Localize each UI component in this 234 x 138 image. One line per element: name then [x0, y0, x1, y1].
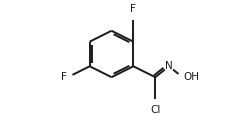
Text: F: F: [131, 4, 136, 14]
Text: F: F: [61, 72, 67, 82]
Text: OH: OH: [183, 72, 199, 82]
Text: Cl: Cl: [150, 105, 161, 115]
Text: N: N: [165, 61, 173, 71]
